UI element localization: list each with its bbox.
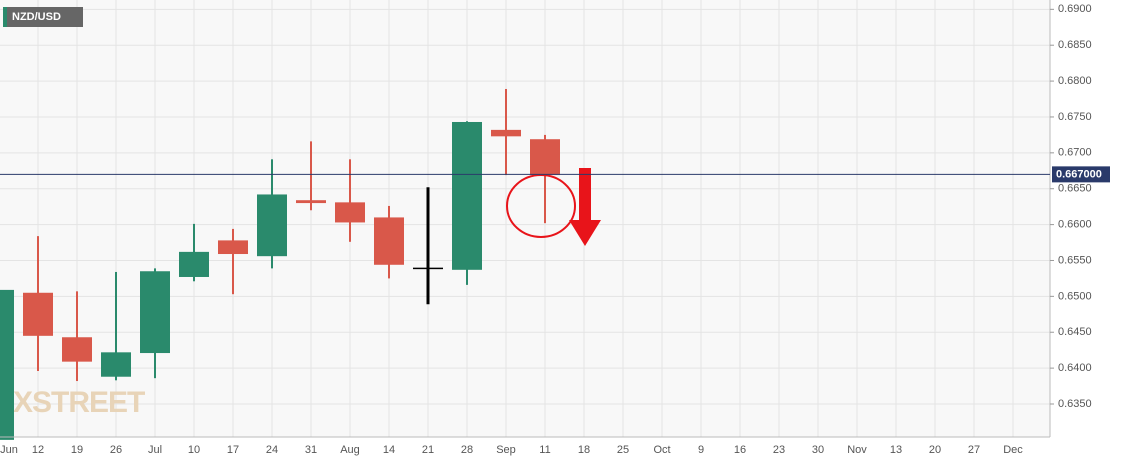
y-tick-label: 0.6350 [1058,398,1092,410]
x-tick-label: Jun [0,444,18,456]
candle-body [179,251,209,277]
x-tick-label: 26 [110,444,122,456]
x-tick-label: 25 [617,444,629,456]
chart-title: NZD/USD [12,11,61,23]
candle-body [101,352,131,377]
x-tick-label: 28 [461,444,473,456]
symbol-badge-accent [3,7,7,27]
y-tick-label: 0.6500 [1058,290,1092,302]
x-tick-label: Jul [148,444,162,456]
y-tick-label: 0.6550 [1058,254,1092,266]
x-tick-label: 21 [422,444,434,456]
x-tick-label: Dec [1003,444,1023,456]
x-tick-label: Aug [340,444,360,456]
x-tick-label: 19 [71,444,83,456]
x-tick-label: 27 [968,444,980,456]
candle-body [491,129,521,137]
candle-body [23,292,53,336]
y-tick-label: 0.6400 [1058,362,1092,374]
x-tick-label: 14 [383,444,395,456]
plot-area [0,0,1050,437]
y-tick-label: 0.6450 [1058,326,1092,338]
candle-body [530,139,560,176]
candle-body [413,267,443,270]
x-tick-label: 16 [734,444,746,456]
x-tick-label: 20 [929,444,941,456]
candle-body [257,194,287,257]
candles [0,88,560,440]
x-tick-label: 11 [539,444,550,456]
x-tick-label: 24 [266,444,278,456]
candle-body [62,337,92,362]
x-tick-label: 18 [578,444,590,456]
y-tick-label: 0.6900 [1058,3,1092,15]
y-tick-label: 0.6600 [1058,219,1092,231]
symbol-badge [3,7,83,27]
x-tick-label: 10 [188,444,200,456]
x-tick-label: 13 [890,444,902,456]
x-tick-label: 23 [773,444,785,456]
candle-body [335,202,365,223]
x-tick-label: 30 [812,444,824,456]
watermark: FXSTREET [0,386,145,419]
annotation-circle [506,174,576,238]
x-tick-label: 12 [32,444,44,456]
x-tick-label: 31 [305,444,317,456]
y-tick-label: 0.6700 [1058,147,1092,159]
x-tick-label: Nov [847,444,867,456]
candle-body [296,200,326,204]
y-tick-label: 0.6650 [1058,183,1092,195]
candle-body [140,271,170,354]
x-tick-label: Oct [653,444,670,456]
x-tick-label: Sep [496,444,516,456]
current-price-badge [1052,166,1110,183]
candle-body [374,217,404,265]
y-tick-label: 0.6750 [1058,111,1092,123]
candle-body [452,121,482,270]
candle-body [218,240,248,255]
current-price-label: 0.667000 [1056,168,1102,180]
x-tick-label: 9 [698,444,704,456]
y-tick-label: 0.6800 [1058,75,1092,87]
y-tick-label: 0.6850 [1058,39,1092,51]
candle-body [0,289,14,440]
x-tick-label: 17 [227,444,239,456]
annotation-arrow [569,168,601,246]
